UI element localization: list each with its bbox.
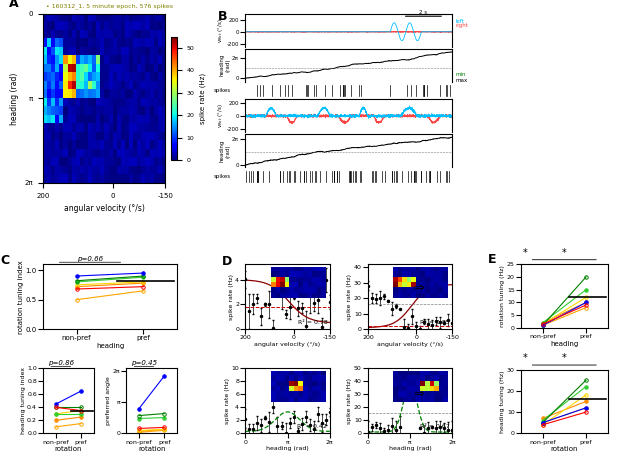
Text: 2 s: 2 s: [420, 10, 428, 15]
Text: R² = 0.67: R² = 0.67: [420, 425, 450, 430]
Text: min: min: [455, 72, 466, 77]
Text: R² = 0.42: R² = 0.42: [297, 425, 327, 430]
Text: R² = 0.78: R² = 0.78: [297, 320, 327, 325]
Text: max: max: [455, 78, 468, 83]
Text: E: E: [488, 253, 496, 266]
Y-axis label: spike rate (Hz): spike rate (Hz): [347, 274, 352, 320]
Y-axis label: rotation tuning index: rotation tuning index: [19, 260, 24, 334]
Y-axis label: heading
(rad): heading (rad): [220, 54, 231, 77]
Text: B: B: [218, 10, 228, 23]
Text: spikes: spikes: [213, 174, 231, 179]
Y-axis label: rotation tuning (Hz): rotation tuning (Hz): [500, 265, 505, 327]
Y-axis label: spike rate (Hz): spike rate (Hz): [225, 378, 230, 424]
Text: *: *: [523, 248, 528, 258]
Y-axis label: heading (rad): heading (rad): [10, 72, 19, 124]
Text: • 160312_1, 5 minute epoch, 576 spikes: • 160312_1, 5 minute epoch, 576 spikes: [46, 3, 173, 9]
Y-axis label: preferred angle: preferred angle: [106, 377, 111, 425]
Text: *: *: [523, 353, 528, 363]
Y-axis label: v$_{Rot}$ (°/s): v$_{Rot}$ (°/s): [216, 103, 225, 128]
Text: p=0.66: p=0.66: [77, 255, 103, 261]
X-axis label: rotation: rotation: [138, 446, 165, 452]
Text: R² = 0.85: R² = 0.85: [420, 320, 450, 325]
Text: p=0.86: p=0.86: [48, 360, 74, 366]
X-axis label: rotation: rotation: [55, 446, 82, 452]
X-axis label: angular velocity (°/s): angular velocity (°/s): [377, 342, 443, 347]
Y-axis label: spike rate (Hz): spike rate (Hz): [229, 274, 234, 320]
Text: A: A: [9, 0, 19, 10]
Y-axis label: spike rate (Hz): spike rate (Hz): [347, 378, 352, 424]
Text: left: left: [455, 18, 465, 24]
Text: *: *: [562, 353, 566, 363]
X-axis label: angular velocity (°/s): angular velocity (°/s): [254, 342, 321, 347]
Text: spikes: spikes: [213, 88, 231, 93]
Text: *: *: [562, 248, 566, 258]
Text: right: right: [455, 23, 468, 28]
Y-axis label: heading tuning (Hz): heading tuning (Hz): [500, 370, 505, 433]
Y-axis label: spike rate (Hz): spike rate (Hz): [200, 73, 207, 124]
Y-axis label: heading tuning index: heading tuning index: [21, 367, 26, 434]
X-axis label: rotation: rotation: [550, 446, 578, 452]
Text: D: D: [222, 255, 232, 268]
X-axis label: angular velocity (°/s): angular velocity (°/s): [64, 204, 145, 213]
Text: ⇒: ⇒: [413, 282, 424, 295]
X-axis label: heading (rad): heading (rad): [266, 446, 309, 451]
Y-axis label: heading
(rad): heading (rad): [220, 140, 231, 162]
X-axis label: heading: heading: [96, 343, 124, 349]
Text: p=0.45: p=0.45: [131, 360, 157, 366]
Text: ⇒: ⇒: [413, 388, 424, 401]
Y-axis label: v$_{Rot}$ (°/s): v$_{Rot}$ (°/s): [216, 18, 225, 43]
Text: C: C: [1, 254, 9, 267]
X-axis label: heading (rad): heading (rad): [389, 446, 431, 451]
X-axis label: heading: heading: [550, 341, 578, 347]
